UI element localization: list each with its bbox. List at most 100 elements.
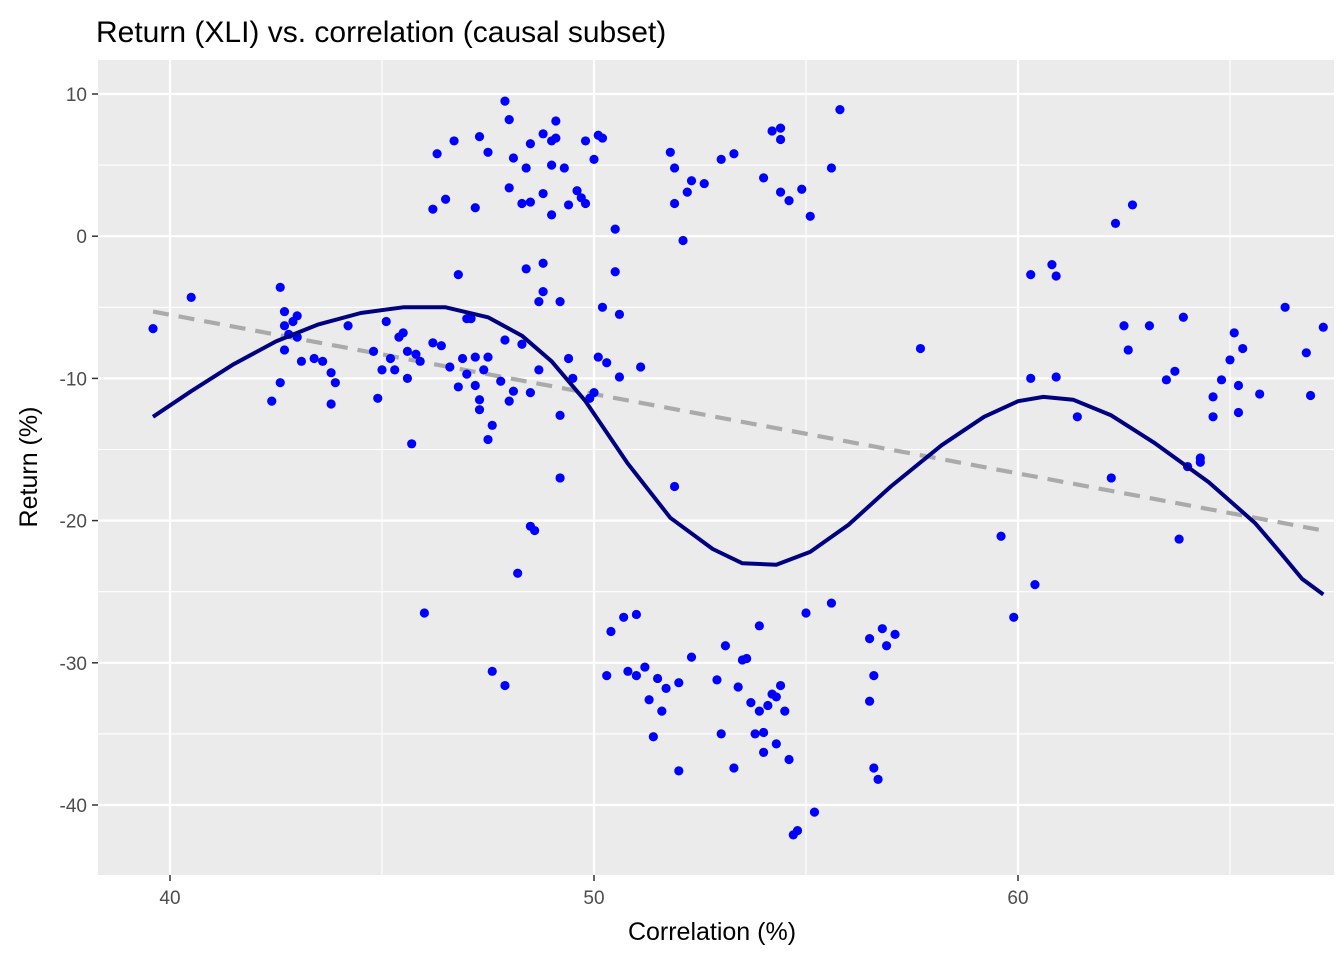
data-point [826, 598, 837, 608]
data-point [377, 365, 387, 375]
data-point [775, 134, 786, 145]
data-point [466, 314, 476, 324]
data-point [797, 184, 807, 194]
data-point [881, 641, 892, 651]
data-point [368, 346, 379, 356]
data-point [525, 388, 536, 398]
data-point [669, 481, 680, 492]
data-point [784, 754, 794, 765]
data-point [504, 183, 514, 193]
data-point [508, 153, 519, 163]
data-point [500, 96, 510, 106]
data-point [1233, 380, 1244, 391]
data-point [669, 198, 680, 209]
data-point [665, 147, 675, 157]
data-point [428, 338, 438, 348]
data-point [869, 763, 879, 773]
data-point [602, 670, 612, 681]
data-point [1305, 390, 1316, 401]
data-point [449, 136, 459, 146]
data-point [508, 386, 519, 396]
data-point [517, 198, 527, 209]
data-point [1051, 372, 1061, 382]
data-point [538, 129, 548, 139]
plot-panel [98, 60, 1334, 875]
data-point [500, 335, 510, 345]
x-tick-label: 50 [583, 888, 604, 909]
linear-fit-line [152, 309, 1324, 533]
data-point [661, 683, 671, 693]
data-point [1072, 412, 1082, 422]
data-point [453, 269, 463, 280]
data-point [865, 696, 875, 706]
data-point [445, 362, 455, 372]
data-point [835, 105, 845, 115]
data-point [869, 670, 879, 681]
data-point [1030, 579, 1040, 590]
data-point [1280, 302, 1290, 312]
data-point [513, 568, 523, 578]
data-point [563, 200, 574, 210]
data-point [470, 380, 480, 391]
data-point [589, 154, 599, 165]
data-point [275, 282, 285, 292]
data-point [419, 608, 429, 618]
data-point [1216, 375, 1227, 385]
data-point [441, 194, 451, 204]
data-point [186, 292, 196, 302]
data-point [653, 673, 663, 684]
y-tick-label: 0 [76, 227, 87, 248]
data-point [580, 136, 591, 146]
data-point [373, 393, 383, 403]
smooth-curve-layer [151, 305, 1325, 597]
data-point [686, 652, 697, 662]
data-point [521, 264, 531, 274]
data-point [534, 365, 544, 375]
data-point [614, 309, 625, 320]
data-point [784, 196, 794, 206]
data-point [504, 114, 514, 125]
data-point [589, 388, 599, 398]
data-point [538, 188, 548, 199]
data-point [1208, 392, 1218, 402]
data-point [474, 395, 485, 405]
data-point [809, 807, 820, 817]
data-point [551, 133, 561, 143]
data-point [1233, 407, 1244, 418]
x-axis-title: Correlation (%) [628, 918, 796, 946]
data-point [1238, 343, 1248, 354]
data-point [674, 678, 684, 688]
data-point [733, 682, 743, 692]
data-point [428, 204, 438, 214]
x-tick-label: 60 [1007, 888, 1028, 909]
data-point [279, 306, 290, 317]
data-point [470, 352, 480, 362]
data-point [330, 378, 340, 388]
data-point [759, 727, 769, 738]
data-point [1123, 345, 1133, 355]
data-point [453, 382, 463, 392]
data-point [771, 739, 781, 749]
data-point [631, 609, 642, 620]
data-point [1119, 321, 1129, 331]
y-axis-title: Return (%) [15, 407, 43, 528]
data-point [517, 339, 527, 349]
linear-fit-layer [152, 309, 1324, 533]
y-tick-label: -30 [60, 654, 87, 675]
data-point [640, 662, 650, 672]
data-point [767, 126, 777, 136]
data-point [432, 149, 442, 159]
data-point [547, 210, 557, 220]
data-point [610, 267, 620, 277]
y-tick-label: -20 [60, 512, 87, 533]
data-point [699, 178, 709, 189]
data-point [801, 608, 811, 618]
data-point [716, 154, 726, 165]
data-point [614, 372, 625, 382]
data-point [644, 695, 654, 705]
data-point [1009, 612, 1019, 622]
data-point [1047, 260, 1057, 270]
data-point [792, 825, 803, 836]
data-point [1170, 366, 1180, 376]
